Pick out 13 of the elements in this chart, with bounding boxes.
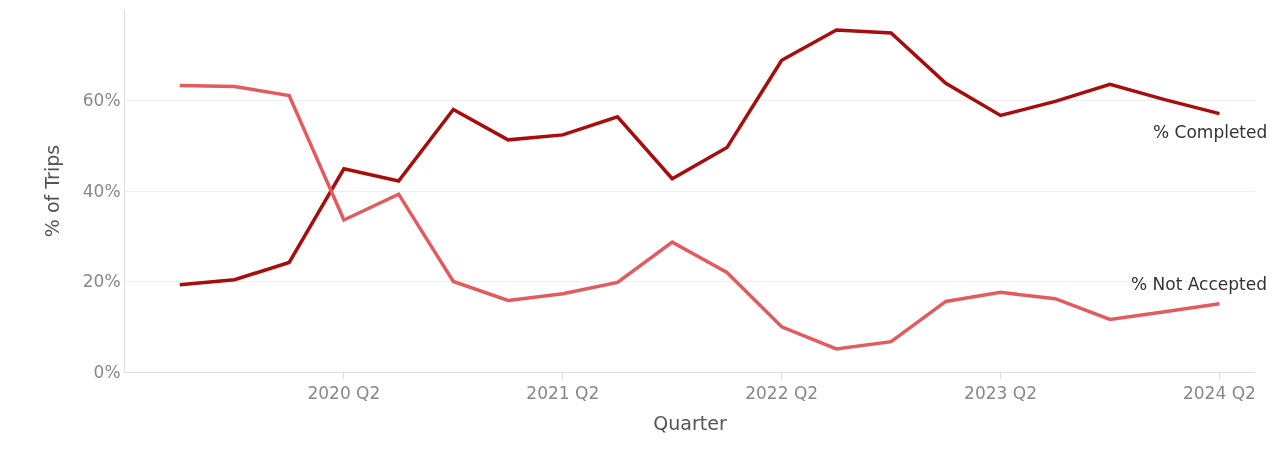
series-label: % Completed (1153, 122, 1268, 142)
x-tick-label: 2021 Q2 (526, 383, 600, 404)
series-label: % Not Accepted (1131, 274, 1267, 294)
y-tick-label: 0% (93, 361, 121, 382)
y-tick-label: 60% (82, 90, 121, 111)
x-tick-label: 2023 Q2 (964, 383, 1037, 404)
x-tick-label: 2020 Q2 (307, 383, 381, 404)
x-axis-title: Quarter (653, 412, 727, 435)
y-tick-label: 20% (82, 271, 121, 292)
x-tick-label: 2022 Q2 (745, 383, 819, 404)
y-tick-label: 40% (82, 180, 121, 201)
x-tick-label: 2024 Q2 (1182, 383, 1256, 404)
y-axis-title: % of Trips (40, 144, 63, 238)
